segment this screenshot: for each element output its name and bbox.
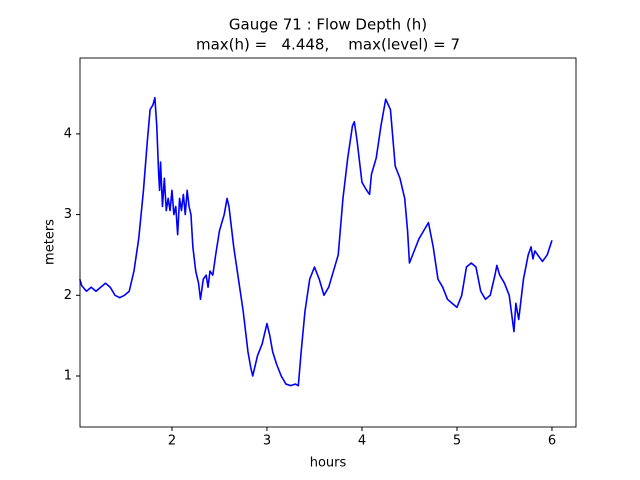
x-axis-label: hours — [310, 456, 347, 471]
x-tick-label: 5 — [453, 434, 461, 449]
plot-frame — [79, 57, 577, 428]
y-axis-label: meters — [43, 219, 58, 265]
x-tick-label: 2 — [168, 434, 176, 449]
y-tick-label: 2 — [64, 288, 72, 303]
chart-subtitle: max(h) = 4.448, max(level) = 7 — [196, 36, 460, 54]
x-tick-label: 6 — [548, 434, 556, 449]
x-tick-label: 3 — [263, 434, 271, 449]
data-line — [79, 96, 553, 387]
y-tick-label: 1 — [64, 368, 72, 383]
y-tick-label: 4 — [64, 126, 72, 141]
chart-title: Gauge 71 : Flow Depth (h) — [229, 16, 427, 34]
y-tick-label: 3 — [64, 207, 72, 222]
x-tick-label: 4 — [358, 434, 366, 449]
